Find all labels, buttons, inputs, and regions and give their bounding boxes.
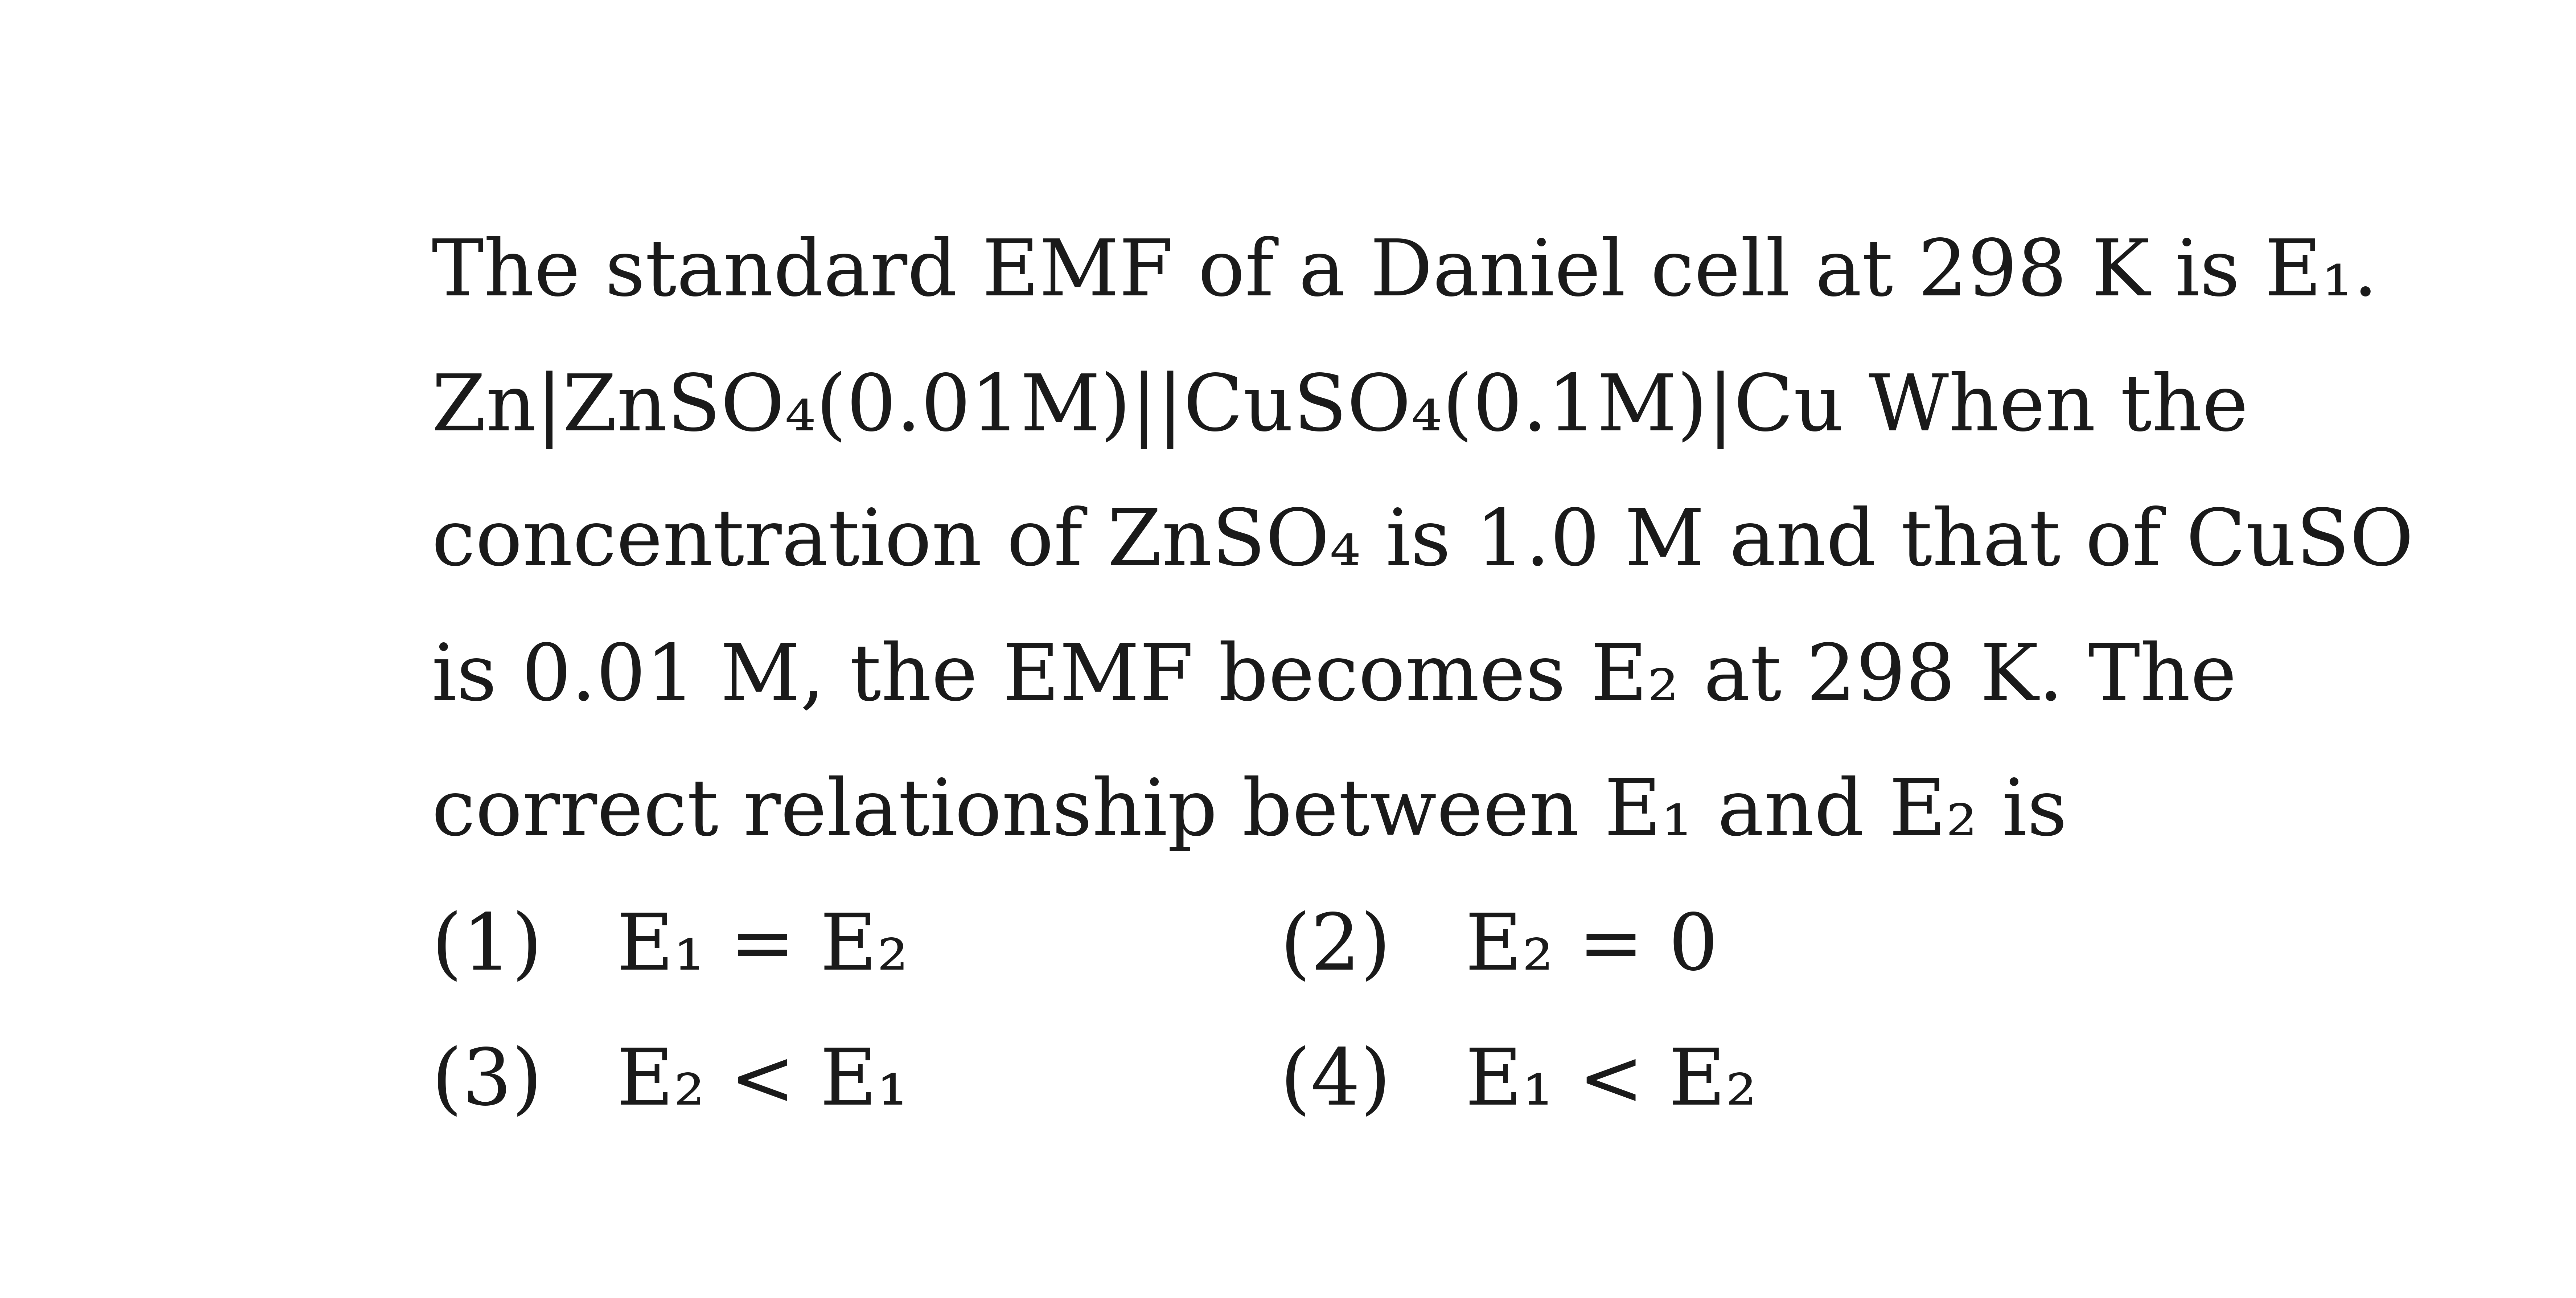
Text: is 0.01 M, the EMF becomes E₂ at 298 K. The: is 0.01 M, the EMF becomes E₂ at 298 K. …: [433, 640, 2236, 716]
Text: (1)   E₁ = E₂: (1) E₁ = E₂: [433, 910, 909, 986]
Text: Zn|ZnSO₄(0.01M)||CuSO₄(0.1M)|Cu When the: Zn|ZnSO₄(0.01M)||CuSO₄(0.1M)|Cu When the: [433, 371, 2249, 449]
Text: (2)   E₂ = 0: (2) E₂ = 0: [1280, 910, 1718, 986]
Text: concentration of ZnSO₄ is 1.0 M and that of CuSO: concentration of ZnSO₄ is 1.0 M and that…: [433, 506, 2414, 582]
Text: correct relationship between E₁ and E₂ is: correct relationship between E₁ and E₂ i…: [433, 775, 2069, 851]
Text: The standard EMF of a Daniel cell at 298 K is E₁.: The standard EMF of a Daniel cell at 298…: [433, 236, 2378, 312]
Text: (3)   E₂ < E₁: (3) E₂ < E₁: [433, 1045, 909, 1121]
Text: (4)   E₁ < E₂: (4) E₁ < E₂: [1280, 1045, 1757, 1121]
